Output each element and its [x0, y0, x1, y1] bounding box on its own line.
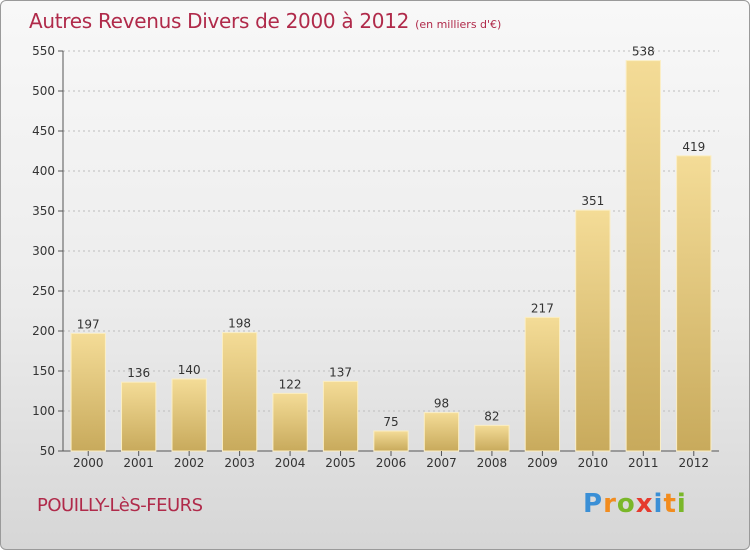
- y-tick-label: 450: [32, 124, 55, 138]
- x-tick-label: 2006: [376, 456, 407, 470]
- y-tick-label: 550: [32, 44, 55, 58]
- y-tick-label: 400: [32, 164, 55, 178]
- y-tick-label: 50: [40, 444, 55, 458]
- x-tick-label: 2005: [325, 456, 356, 470]
- value-label: 538: [632, 45, 655, 59]
- bar-2008: [474, 424, 510, 452]
- value-label: 140: [178, 363, 201, 377]
- bar-2007: [423, 412, 460, 452]
- logo-letter: o: [616, 489, 636, 519]
- logo-letter: i: [653, 489, 664, 519]
- x-tick-label: 2003: [224, 456, 255, 470]
- bar-2004: [272, 392, 308, 452]
- y-tick-label: 250: [32, 284, 55, 298]
- value-label: 137: [329, 365, 352, 379]
- bar-2010: [575, 209, 611, 452]
- value-label: 419: [682, 140, 705, 154]
- y-tick-label: 200: [32, 324, 55, 338]
- y-tick-label: 300: [32, 244, 55, 258]
- value-label: 122: [279, 377, 302, 391]
- x-tick-label: 2009: [527, 456, 558, 470]
- proxiti-logo: Proxiti: [583, 489, 687, 519]
- y-tick-label: 500: [32, 84, 55, 98]
- bar-2006: [373, 430, 409, 452]
- y-tick-label: 100: [32, 404, 55, 418]
- x-tick-label: 2004: [275, 456, 306, 470]
- bar-2012: [676, 155, 712, 452]
- x-tick-label: 2012: [678, 456, 709, 470]
- x-tick-label: 2011: [628, 456, 659, 470]
- value-label: 98: [434, 397, 449, 411]
- value-label: 197: [77, 317, 100, 331]
- x-tick-label: 2008: [477, 456, 508, 470]
- value-label: 351: [581, 194, 604, 208]
- location-label: POUILLY-LèS-FEURS: [37, 495, 203, 516]
- y-tick-label: 350: [32, 204, 55, 218]
- chart-title-text: Autres Revenus Divers de 2000 à 2012: [29, 9, 410, 33]
- logo-letter: r: [603, 489, 617, 519]
- value-label: 75: [383, 415, 398, 429]
- logo-letter: i: [676, 489, 687, 519]
- value-label: 82: [484, 409, 499, 423]
- logo-letter: x: [635, 489, 654, 519]
- bar-2001: [121, 381, 157, 452]
- value-label: 136: [127, 366, 150, 380]
- plot-area: [63, 51, 719, 451]
- x-tick-label: 2001: [123, 456, 154, 470]
- logo-letter: P: [583, 489, 604, 519]
- x-tick-label: 2010: [578, 456, 609, 470]
- bar-2005: [322, 380, 359, 452]
- logo-letter: t: [663, 489, 677, 519]
- bar-2011: [625, 60, 661, 452]
- x-tick-label: 2000: [73, 456, 104, 470]
- value-label: 198: [228, 317, 251, 331]
- bar-2000: [70, 332, 106, 452]
- value-label: 217: [531, 301, 554, 315]
- x-tick-label: 2007: [426, 456, 457, 470]
- bar-2002: [171, 378, 207, 452]
- chart-unit: (en milliers d'€): [415, 18, 502, 31]
- bar-2009: [524, 316, 561, 452]
- y-tick-label: 150: [32, 364, 55, 378]
- bar-2003: [221, 332, 258, 452]
- chart-title: Autres Revenus Divers de 2000 à 2012 (en …: [29, 9, 501, 33]
- x-tick-label: 2002: [174, 456, 205, 470]
